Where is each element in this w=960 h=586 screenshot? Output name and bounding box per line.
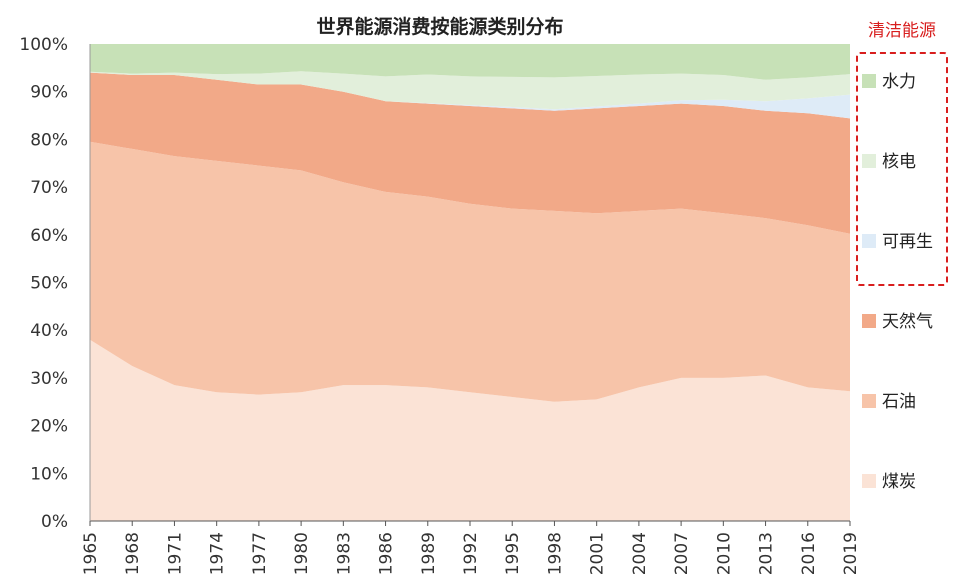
y-tick-label: 0% xyxy=(41,512,68,532)
area-series-2 xyxy=(90,72,850,234)
x-tick-label: 2010 xyxy=(714,532,734,575)
y-tick-label: 70% xyxy=(30,178,68,198)
y-tick-label: 80% xyxy=(30,130,68,150)
legend-label: 可再生 xyxy=(882,232,933,252)
x-tick-label: 2007 xyxy=(672,532,692,575)
x-tick-label: 2019 xyxy=(841,532,861,575)
x-tick-label: 1998 xyxy=(545,532,565,575)
x-tick-label: 1986 xyxy=(377,532,397,575)
clean-energy-dashed-box xyxy=(856,52,948,286)
x-tick-label: 1983 xyxy=(334,532,354,575)
y-tick-label: 40% xyxy=(30,321,68,341)
y-tick-label: 60% xyxy=(30,226,68,246)
y-tick-label: 90% xyxy=(30,83,68,103)
legend-swatch xyxy=(862,234,876,248)
x-tick-label: 1971 xyxy=(165,532,185,575)
x-tick-label: 2004 xyxy=(630,532,650,575)
legend-label: 石油 xyxy=(882,392,916,412)
legend-swatch xyxy=(862,154,876,168)
legend-label: 水力 xyxy=(882,72,916,92)
legend-swatch xyxy=(862,474,876,488)
y-tick-label: 10% xyxy=(30,464,68,484)
legend-label: 核电 xyxy=(882,152,916,172)
y-tick-label: 100% xyxy=(19,35,68,55)
legend-swatch xyxy=(862,394,876,408)
y-tick-label: 20% xyxy=(30,417,68,437)
x-tick-label: 1974 xyxy=(208,532,228,575)
x-tick-label: 2016 xyxy=(799,532,819,575)
x-tick-label: 1977 xyxy=(250,532,270,575)
x-tick-label: 2001 xyxy=(588,532,608,575)
x-tick-label: 1980 xyxy=(292,532,312,575)
legend-label: 天然气 xyxy=(882,312,933,332)
legend-label: 煤炭 xyxy=(882,472,916,492)
x-tick-label: 1992 xyxy=(461,532,481,575)
x-tick-label: 1965 xyxy=(81,532,101,575)
y-tick-label: 30% xyxy=(30,369,68,389)
x-tick-label: 1968 xyxy=(123,532,143,575)
x-tick-label: 1989 xyxy=(419,532,439,575)
area-series-0 xyxy=(90,339,850,521)
legend-swatch xyxy=(862,314,876,328)
clean-energy-label: 清洁能源 xyxy=(868,21,936,41)
y-tick-label: 50% xyxy=(30,274,68,294)
chart-title: 世界能源消费按能源类别分布 xyxy=(316,16,564,38)
legend-swatch xyxy=(862,74,876,88)
area-series-5 xyxy=(90,44,850,80)
area-series-1 xyxy=(90,141,850,402)
x-tick-label: 2013 xyxy=(757,532,777,575)
area-series-4 xyxy=(90,71,850,110)
x-tick-label: 1995 xyxy=(503,532,523,575)
